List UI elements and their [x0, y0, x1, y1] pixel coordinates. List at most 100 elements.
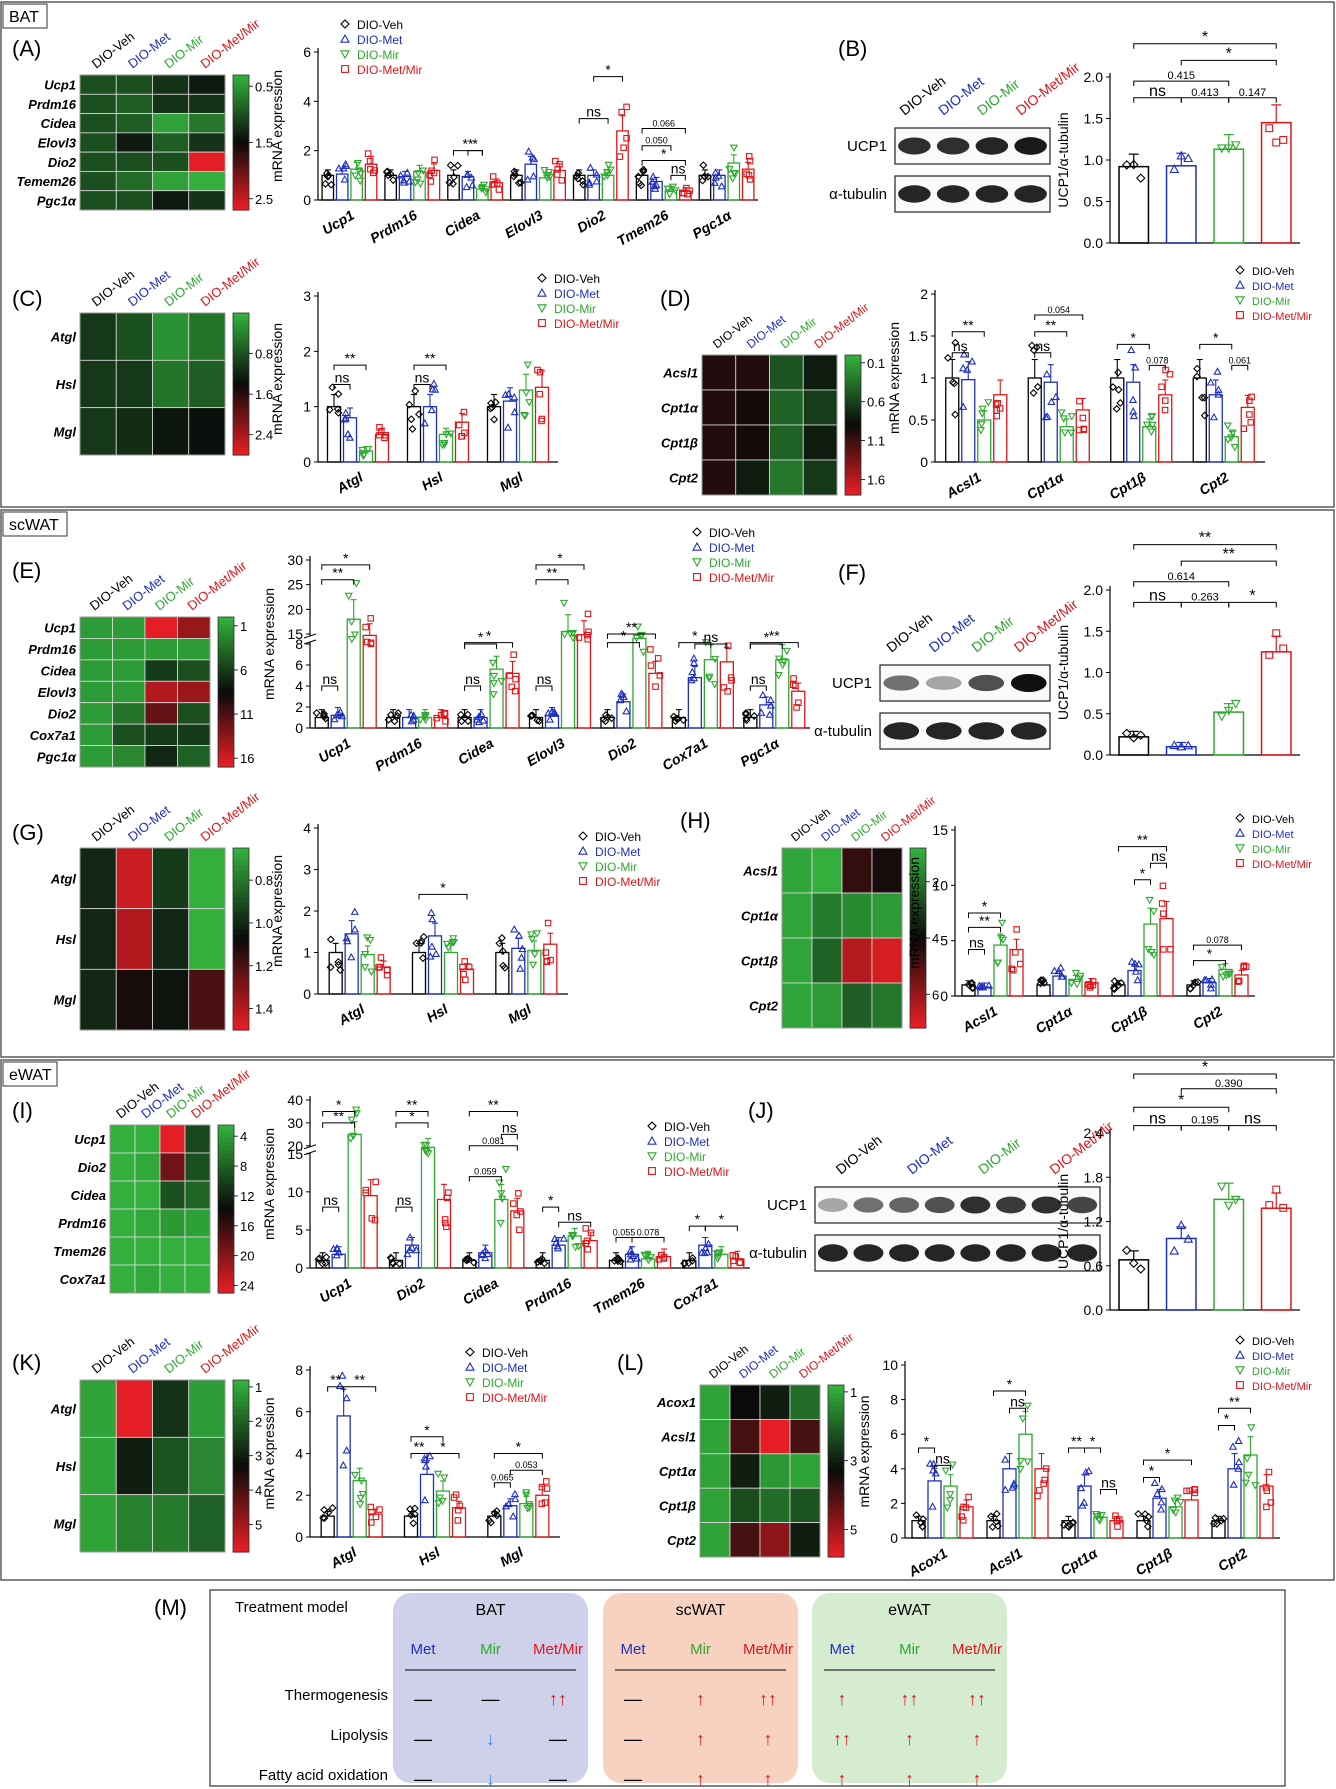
triangle-down-marker [1023, 1402, 1032, 1411]
triangle-up-marker [1057, 972, 1066, 980]
square-marker [1183, 1487, 1190, 1495]
square-marker [743, 170, 750, 178]
heatmap-cell [188, 407, 226, 456]
triangle-up-marker [1234, 1436, 1243, 1444]
heatmap-row-label: Ucp1 [44, 621, 76, 636]
bar [727, 162, 741, 201]
colorbar-segment [233, 401, 249, 406]
square-marker [489, 173, 497, 180]
heatmap-row-label: Ucp1 [44, 78, 76, 93]
blot-band [936, 185, 970, 203]
table-cell: — [549, 1769, 567, 1789]
heatmap-cell [152, 1379, 190, 1438]
colorbar-segment [845, 488, 861, 493]
triangle-up-marker [757, 708, 766, 716]
significance-bracket [1100, 1489, 1117, 1495]
triangle-up-marker [405, 1245, 414, 1254]
triangle-up-marker [511, 1494, 520, 1503]
diamond-marker [319, 1513, 328, 1522]
heatmap-cell [115, 74, 153, 95]
significance-label: * [621, 628, 627, 644]
x-tick-label: Dio2 [393, 1275, 427, 1304]
significance-bracket [1133, 1073, 1277, 1079]
diamond-marker [1235, 1335, 1245, 1345]
diamond-marker [704, 172, 713, 181]
diamond-marker [453, 161, 462, 170]
diamond-marker [514, 179, 523, 188]
y-tick-label: 15 [932, 822, 948, 838]
colorbar-segment [233, 911, 249, 917]
significance-label: ** [1223, 546, 1235, 563]
heatmap-cell [152, 93, 190, 114]
legend-entry: DIO-Mir [1252, 296, 1291, 308]
significance-bracket [951, 352, 969, 358]
square-marker [443, 1223, 450, 1231]
colorbar-segment [845, 449, 861, 454]
significance-label: * [472, 136, 478, 152]
heatmap-cell [109, 1236, 136, 1266]
square-marker [431, 156, 438, 164]
heatmap-cell [112, 659, 146, 682]
diamond-marker [469, 1258, 478, 1267]
heatmap-cell [152, 151, 190, 172]
significance-bracket [464, 643, 498, 649]
colorbar-segment [845, 404, 861, 409]
square-marker [461, 958, 468, 965]
triangle-up-marker [626, 1255, 635, 1263]
heatmap-cell [79, 190, 117, 211]
square-marker [538, 415, 546, 423]
significance-bracket [606, 633, 656, 639]
diamond-marker [943, 353, 952, 362]
square-marker [745, 153, 753, 160]
significance-label: * [409, 1108, 415, 1124]
colorbar-segment [828, 1415, 844, 1420]
colorbar-tick-label: 5 [255, 1517, 262, 1532]
colorbar-segment [233, 1521, 249, 1527]
square-marker [543, 958, 551, 965]
colorbar-segment [845, 463, 861, 468]
diamond-marker [328, 1503, 337, 1512]
colorbar-frame [232, 312, 250, 456]
y-tick-label: 0 [295, 1260, 303, 1276]
significance-label: * [1224, 1411, 1230, 1427]
square-marker [1265, 1201, 1274, 1210]
colorbar-segment [828, 1453, 844, 1459]
heatmap-cell [79, 407, 117, 456]
panel-label: (D) [660, 286, 691, 311]
square-marker [547, 956, 554, 964]
heatmap-cell [79, 908, 117, 970]
legend-entry: DIO-Veh [357, 18, 403, 32]
significance-bracket [418, 893, 468, 900]
significance-bracket [1134, 879, 1151, 885]
colorbar-segment [233, 1444, 249, 1450]
heatmap-cell [699, 1522, 731, 1558]
bar [489, 668, 504, 729]
significance-bracket [542, 1206, 560, 1213]
triangle-down-marker [1169, 1506, 1178, 1515]
significance-bracket [1228, 601, 1277, 608]
square-marker [1236, 311, 1244, 319]
colorbar-segment [910, 915, 926, 921]
diamond-marker [490, 415, 499, 424]
triangle-down-marker [366, 936, 375, 945]
triangle-down-marker [560, 631, 569, 639]
heatmap-cell [759, 1384, 791, 1420]
table-cell: ↑ [905, 1769, 914, 1789]
blot-lane-label: DIO-Met [926, 610, 978, 655]
colorbar-tick-label: 0.8 [255, 347, 273, 362]
triangle-down-marker [571, 1243, 580, 1252]
triangle-down-marker [346, 1135, 355, 1143]
heatmap-cell [112, 723, 146, 746]
diamond-marker [741, 710, 750, 719]
colorbar-segment [910, 848, 926, 854]
heatmap-frame [699, 1384, 821, 1558]
triangle-up-marker [1228, 1442, 1238, 1450]
section-frame-ewat [0, 1059, 1335, 1581]
colorbar-segment [233, 376, 249, 382]
square-marker [383, 967, 391, 974]
significance-bracket [493, 1482, 511, 1488]
diamond-marker [916, 1518, 925, 1527]
colorbar-segment [218, 643, 234, 648]
triangle-up-marker [1051, 392, 1061, 401]
